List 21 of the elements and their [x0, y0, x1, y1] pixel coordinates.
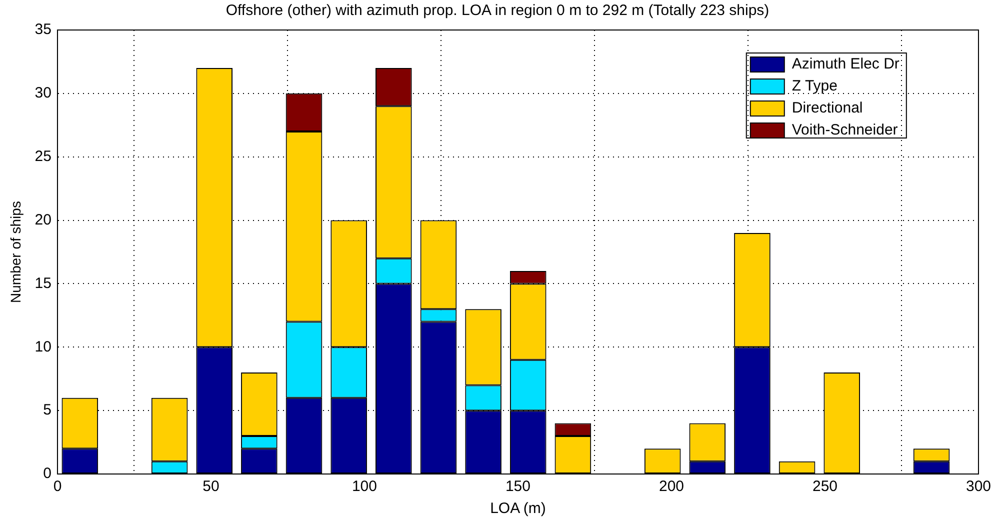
legend-label: Azimuth Elec Dr [792, 56, 900, 73]
y-tick-label: 20 [34, 211, 52, 228]
x-tick-label: 50 [202, 478, 220, 496]
y-tick-label: 25 [34, 148, 52, 165]
y-tick-label: 10 [34, 338, 52, 356]
y-tick-label: 35 [34, 21, 52, 38]
y-tick-label: 0 [43, 465, 52, 482]
y-tick-label: 30 [34, 84, 52, 102]
legend-label: Voith-Schneider [792, 122, 898, 139]
x-tick-label: 300 [966, 478, 991, 496]
legend-label: Z Type [792, 78, 838, 95]
x-tick-label: 250 [812, 478, 838, 496]
y-axis-title: Number of ships [7, 201, 24, 303]
y-tick-label: 15 [34, 274, 52, 292]
x-tick-label: 200 [658, 478, 684, 496]
legend-label: Directional [792, 100, 863, 117]
x-tick-label: 150 [505, 478, 530, 496]
y-tick-label: 5 [43, 402, 52, 419]
x-tick-label: 100 [352, 478, 377, 496]
chart-title: Offshore (other) with azimuth prop. LOA in region 0 m to 292 m (Totally 223 ships) [224, 2, 770, 19]
x-axis-title: LOA (m) [490, 500, 546, 518]
